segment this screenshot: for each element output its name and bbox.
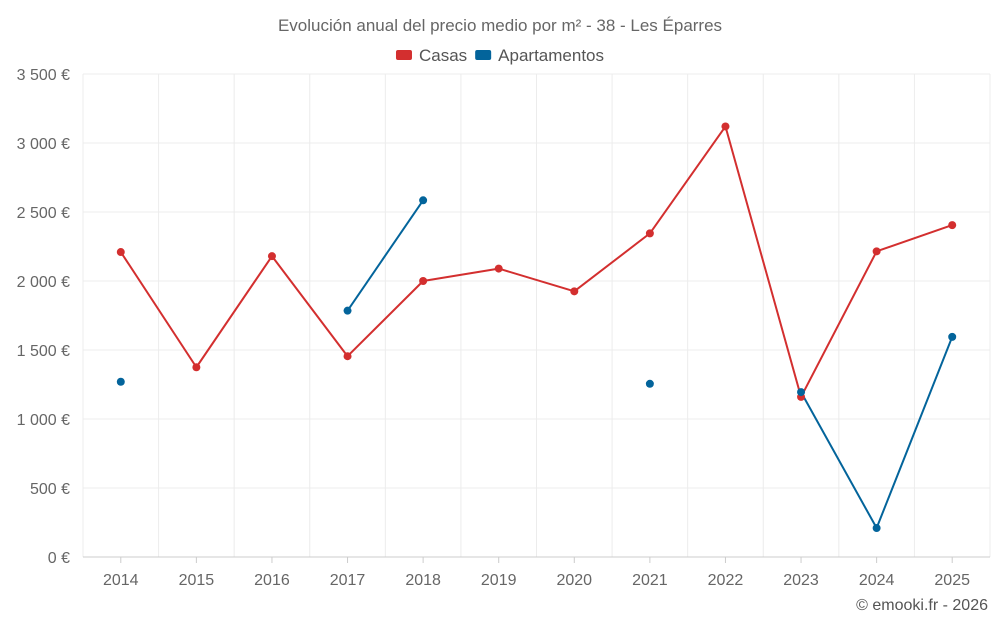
data-point-casas[interactable] bbox=[419, 277, 428, 285]
grid-lines bbox=[82, 73, 991, 557]
series-line-apartamentos bbox=[800, 336, 954, 530]
x-tick-label: 2025 bbox=[934, 572, 970, 589]
y-axis: 0 € 500 € 1 000 € 1 500 € 2 000 € 2 500 € 3 00… bbox=[17, 67, 70, 567]
legend-swatch-casas bbox=[395, 50, 412, 60]
legend-label-casas: Casas bbox=[419, 46, 467, 65]
y-tick-label: 2 000 € bbox=[17, 274, 70, 291]
x-tick-label: 2014 bbox=[103, 572, 139, 589]
y-tick-label: 3 500 € bbox=[17, 67, 70, 84]
legend-item-casas[interactable]: Casas bbox=[395, 46, 467, 65]
legend[interactable]: Casas Apartamentos bbox=[395, 46, 604, 65]
y-tick-label: 1 000 € bbox=[17, 412, 70, 429]
legend-item-apartamentos[interactable]: Apartamentos bbox=[475, 46, 604, 65]
x-tick-label: 2015 bbox=[179, 572, 215, 589]
data-point-casas[interactable] bbox=[721, 122, 730, 131]
data-point-casas[interactable] bbox=[343, 352, 352, 361]
data-point-casas[interactable] bbox=[948, 221, 957, 230]
series-line-casas bbox=[119, 125, 953, 398]
credit-text: © emooki.fr - 2026 bbox=[856, 597, 988, 614]
series-line-apartamentos bbox=[346, 199, 424, 312]
x-tick-label: 2018 bbox=[405, 572, 441, 589]
data-point-apartamentos[interactable] bbox=[797, 388, 806, 397]
data-point-apartamentos[interactable] bbox=[116, 377, 125, 386]
data-point-casas[interactable] bbox=[645, 229, 654, 238]
y-tick-label: 500 € bbox=[30, 481, 70, 498]
data-point-apartamentos[interactable] bbox=[343, 306, 352, 315]
data-point-casas[interactable] bbox=[116, 248, 125, 257]
data-point-casas[interactable] bbox=[192, 363, 201, 372]
x-tick-label: 2016 bbox=[254, 572, 290, 589]
x-tick-label: 2019 bbox=[481, 572, 517, 589]
data-point-apartamentos[interactable] bbox=[645, 379, 654, 388]
legend-label-apartamentos: Apartamentos bbox=[498, 46, 604, 65]
data-point-casas[interactable] bbox=[267, 252, 276, 261]
legend-swatch-apartamentos bbox=[475, 50, 492, 60]
x-tick-label: 2021 bbox=[632, 572, 668, 589]
x-axis: 2014 2015 2016 2017 2018 2019 2020 2021 2022 2023… bbox=[83, 556, 990, 589]
x-tick-label: 2022 bbox=[708, 572, 744, 589]
data-point-apartamentos[interactable] bbox=[419, 196, 428, 205]
x-tick-label: 2024 bbox=[859, 572, 895, 589]
y-tick-label: 0 € bbox=[48, 550, 70, 567]
data-point-casas[interactable] bbox=[494, 264, 503, 273]
data-point-apartamentos[interactable] bbox=[948, 332, 957, 341]
data-point-casas[interactable] bbox=[872, 247, 881, 256]
series-points bbox=[116, 122, 957, 533]
x-tick-label: 2020 bbox=[556, 572, 592, 589]
x-tick-label: 2017 bbox=[330, 572, 366, 589]
y-tick-label: 3 000 € bbox=[17, 136, 70, 153]
y-tick-label: 2 500 € bbox=[17, 205, 70, 222]
x-tick-label: 2023 bbox=[783, 572, 819, 589]
data-point-apartamentos[interactable] bbox=[872, 524, 881, 533]
data-point-casas[interactable] bbox=[570, 287, 579, 296]
y-tick-label: 1 500 € bbox=[17, 343, 70, 360]
chart-title: Evolución anual del precio medio por m² … bbox=[278, 16, 722, 35]
